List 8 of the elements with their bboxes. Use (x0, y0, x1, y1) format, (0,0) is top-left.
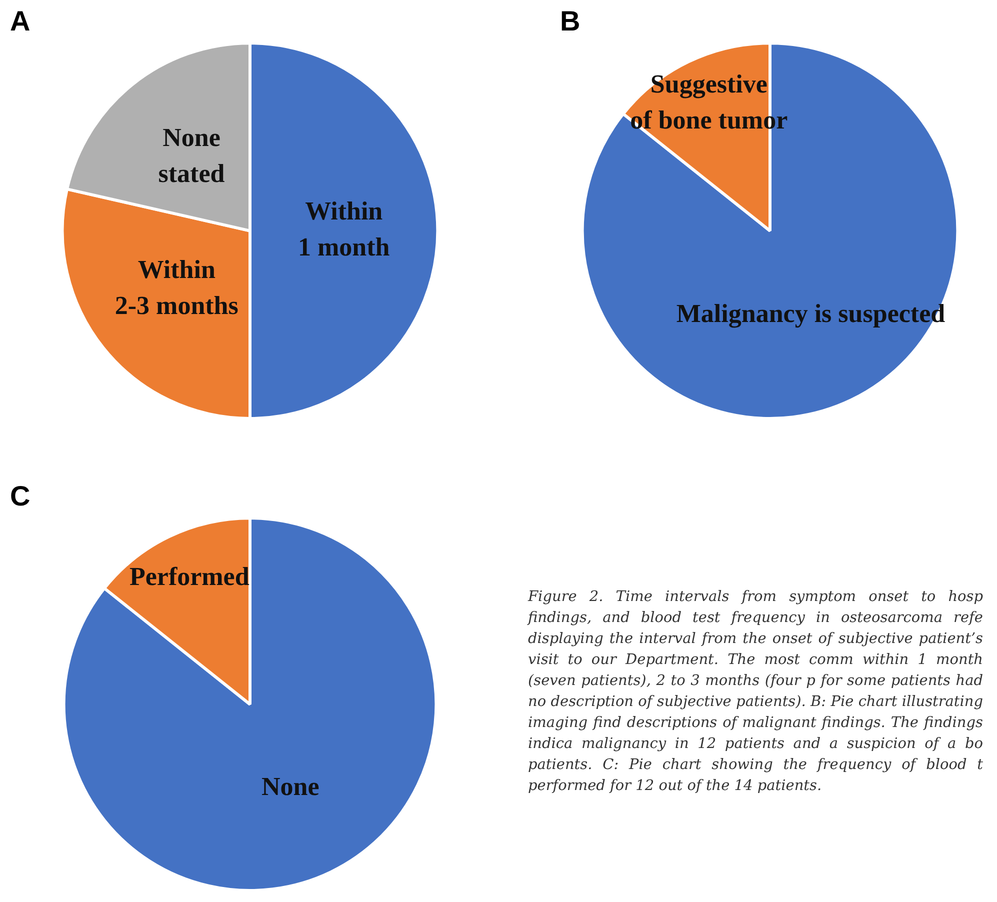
text: Figure 2. Time intervals from symptom onset to hosp findings, and blood test frequency in osteosarcoma refe displaying the interval from the onset of subjective patient’s visit to our Department. The most comm within 1 month (seven patients), 2 to 3 months (four p for some patients had no description of subjective patients). B: Pie chart illustrating imaging find descriptions of malignant findings. The findings indica malignancy in 12 patients and a suspicion of a bo patients. C: Pie chart showing the frequency of blood t performed for 12 out of the 14 patients. (528, 589, 983, 794)
chart-title: B (560, 6, 580, 37)
slice-label: None (262, 772, 320, 801)
slice-label: Within 1 month (298, 196, 390, 262)
slice-label: Within 2-3 months (114, 255, 238, 320)
slice-label: None stated (158, 123, 226, 188)
chart-title: A (10, 6, 30, 37)
chart-title: C (10, 480, 30, 512)
